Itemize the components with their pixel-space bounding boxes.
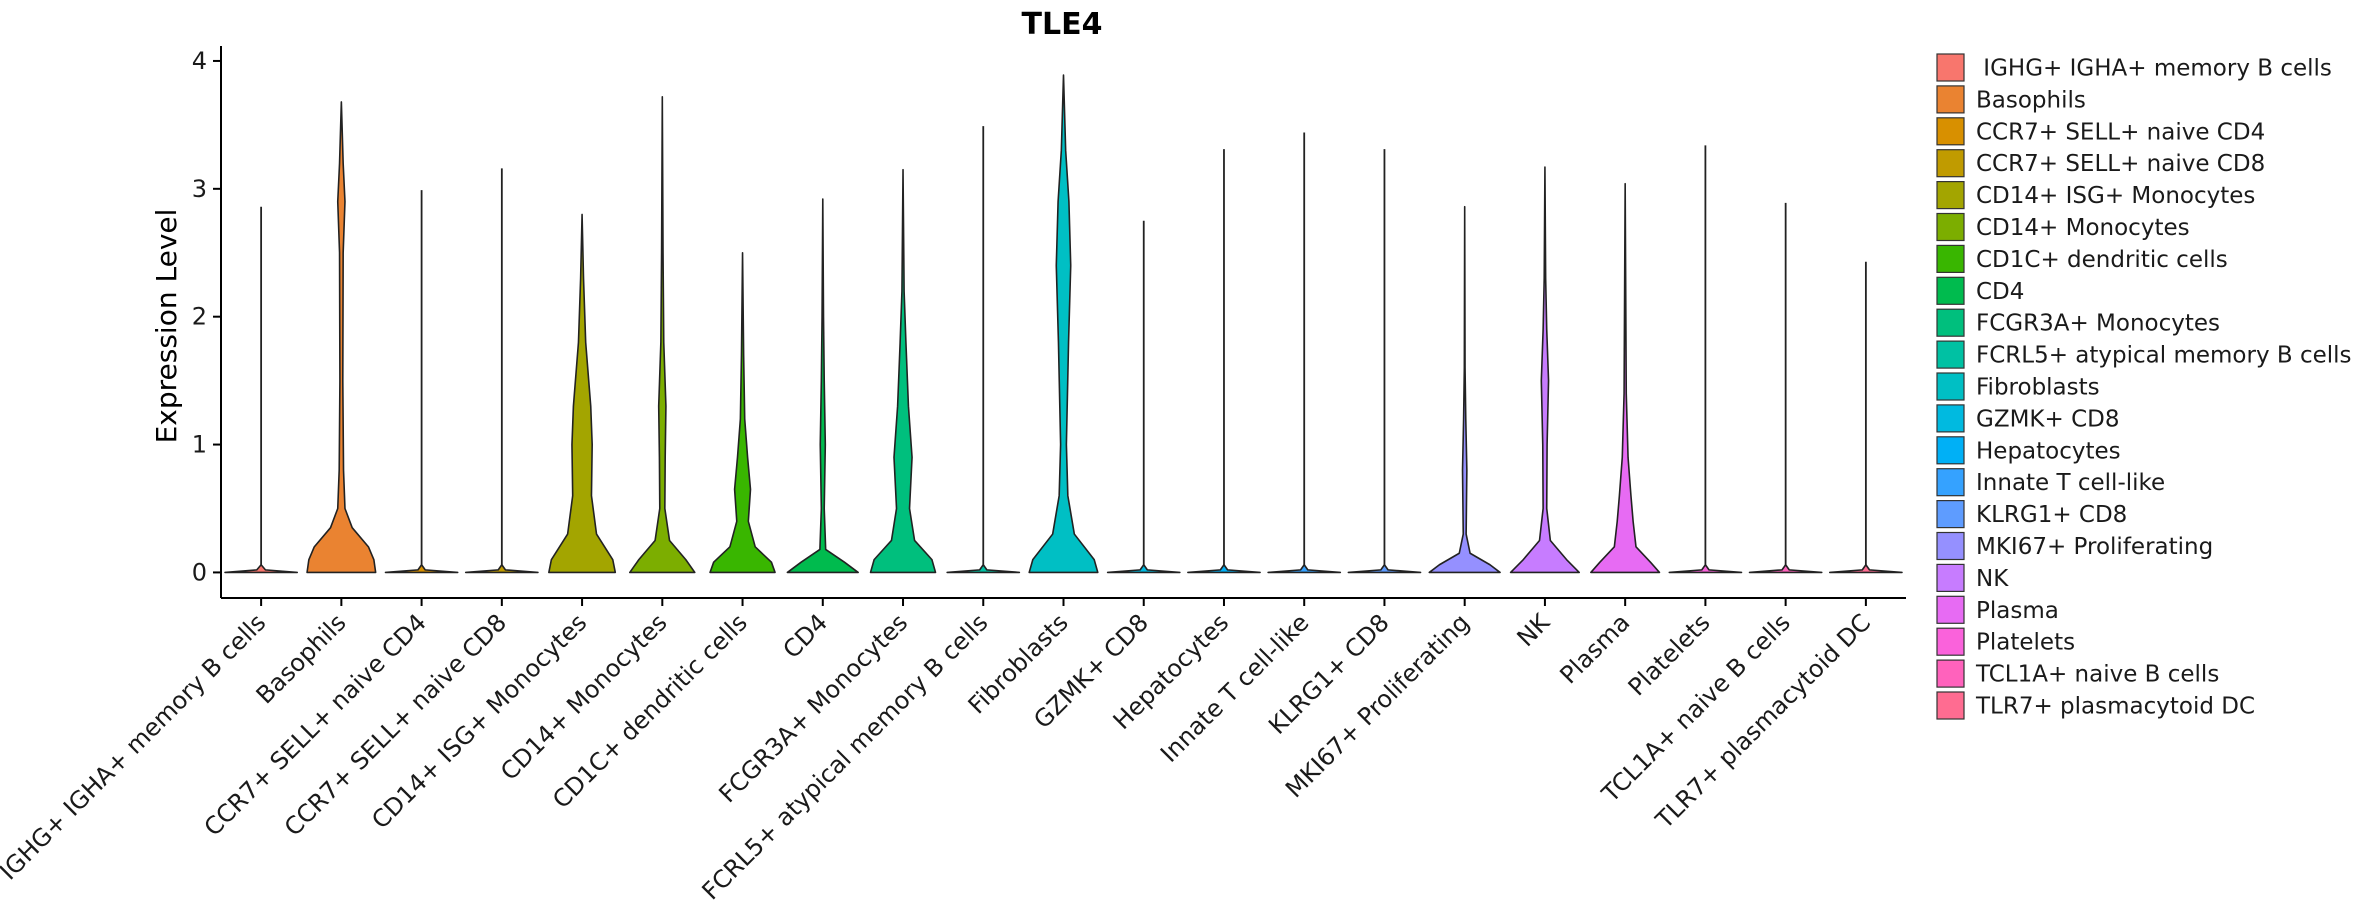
violin-12 (1106, 563, 1181, 574)
y-tick-label: 3 (192, 175, 207, 203)
violin-21 (1828, 563, 1903, 574)
legend-label: Innate T cell-like (1976, 470, 2165, 496)
legend-swatch (1936, 404, 1965, 433)
y-tick-label: 0 (192, 558, 207, 586)
legend-label: CD14+ ISG+ Monocytes (1976, 183, 2255, 209)
violin-6 (629, 95, 696, 574)
legend-label: Platelets (1976, 630, 2075, 656)
violin-20 (1748, 563, 1823, 574)
legend-swatch (1936, 659, 1965, 688)
legend-label: Fibroblasts (1976, 375, 2100, 401)
x-axis: IGHG+ IGHA+ memory B cellsBasophilsCCR7+… (0, 597, 1906, 900)
legend-label: Plasma (1976, 598, 2059, 624)
x-tick-label: CD4 (778, 608, 834, 664)
violin-1 (224, 563, 299, 574)
legend-swatch (1936, 691, 1965, 720)
legend-swatch (1936, 627, 1965, 656)
legend-swatch (1936, 117, 1965, 146)
legend-label: FCRL5+ atypical memory B cells (1976, 343, 2352, 369)
legend-label: CD1C+ dendritic cells (1976, 247, 2228, 273)
x-tick-label: IGHG+ IGHA+ memory B cells (0, 608, 271, 885)
violin-14 (1267, 563, 1342, 574)
y-axis: 0 1 2 3 4 (192, 46, 222, 598)
violin-10 (946, 563, 1021, 574)
x-tick-label: NK (1512, 608, 1557, 653)
legend-label: CCR7+ SELL+ naive CD8 (1976, 151, 2265, 177)
x-tick-label: FCRL5+ atypical memory B cells (697, 608, 994, 900)
legend-label: GZMK+ CD8 (1976, 406, 2120, 432)
legend-label: FCGR3A+ Monocytes (1976, 311, 2220, 337)
legend-swatch (1936, 436, 1965, 465)
legend-swatch (1936, 372, 1965, 401)
violin-9 (869, 168, 937, 574)
legend-label: NK (1976, 566, 2009, 592)
violin-16 (1428, 205, 1501, 574)
violin-15 (1347, 563, 1422, 574)
legend-swatch (1936, 149, 1965, 178)
legend-swatch (1936, 308, 1965, 337)
violin-19 (1668, 563, 1743, 574)
violin-13 (1187, 563, 1261, 574)
y-tick-label: 4 (192, 47, 207, 75)
x-tick-label: Plasma (1554, 608, 1635, 689)
violin-3 (384, 563, 459, 574)
legend-swatch (1936, 531, 1965, 561)
legend-swatch (1936, 595, 1965, 624)
legend-swatch (1936, 340, 1965, 369)
chart-title: TLE4 (1022, 7, 1103, 42)
legend-swatch (1936, 53, 1965, 82)
violin-11 (1028, 74, 1099, 574)
x-tick-label: Innate T cell-like (1155, 608, 1314, 767)
legend-swatch (1936, 276, 1965, 305)
violin-8 (786, 198, 859, 574)
violin-5 (548, 213, 617, 574)
y-axis-title: Expression Level (150, 209, 183, 444)
violin-4 (464, 563, 539, 574)
legend-swatch (1936, 244, 1965, 273)
legend-swatch (1936, 563, 1965, 593)
legend-label: Basophils (1976, 87, 2086, 113)
violin-17 (1509, 166, 1581, 574)
violin-7 (709, 251, 776, 574)
plot-area (224, 74, 1903, 574)
legend-swatch (1936, 181, 1965, 210)
legend-swatch (1936, 212, 1965, 242)
legend-label: CD14+ Monocytes (1976, 215, 2190, 241)
legend-label: TCL1A+ naive B cells (1975, 662, 2219, 688)
legend-label: CCR7+ SELL+ naive CD4 (1976, 119, 2265, 145)
legend: IGHG+ IGHA+ memory B cells Basophils CCR7+… (1936, 53, 2352, 720)
legend-label: MKI67+ Proliferating (1976, 534, 2213, 560)
legend-swatch (1936, 500, 1965, 529)
legend-label: IGHG+ IGHA+ memory B cells (1976, 56, 2332, 82)
legend-swatch (1936, 85, 1965, 114)
violin-18 (1590, 182, 1661, 574)
violin-2 (306, 101, 377, 574)
legend-swatch (1936, 468, 1965, 497)
y-tick-label: 2 (192, 303, 207, 331)
legend-label: CD4 (1976, 279, 2024, 305)
legend-label: Hepatocytes (1976, 438, 2121, 464)
y-tick-label: 1 (192, 431, 207, 459)
legend-label: KLRG1+ CD8 (1976, 502, 2127, 528)
legend-label: TLR7+ plasmacytoid DC (1975, 694, 2255, 720)
